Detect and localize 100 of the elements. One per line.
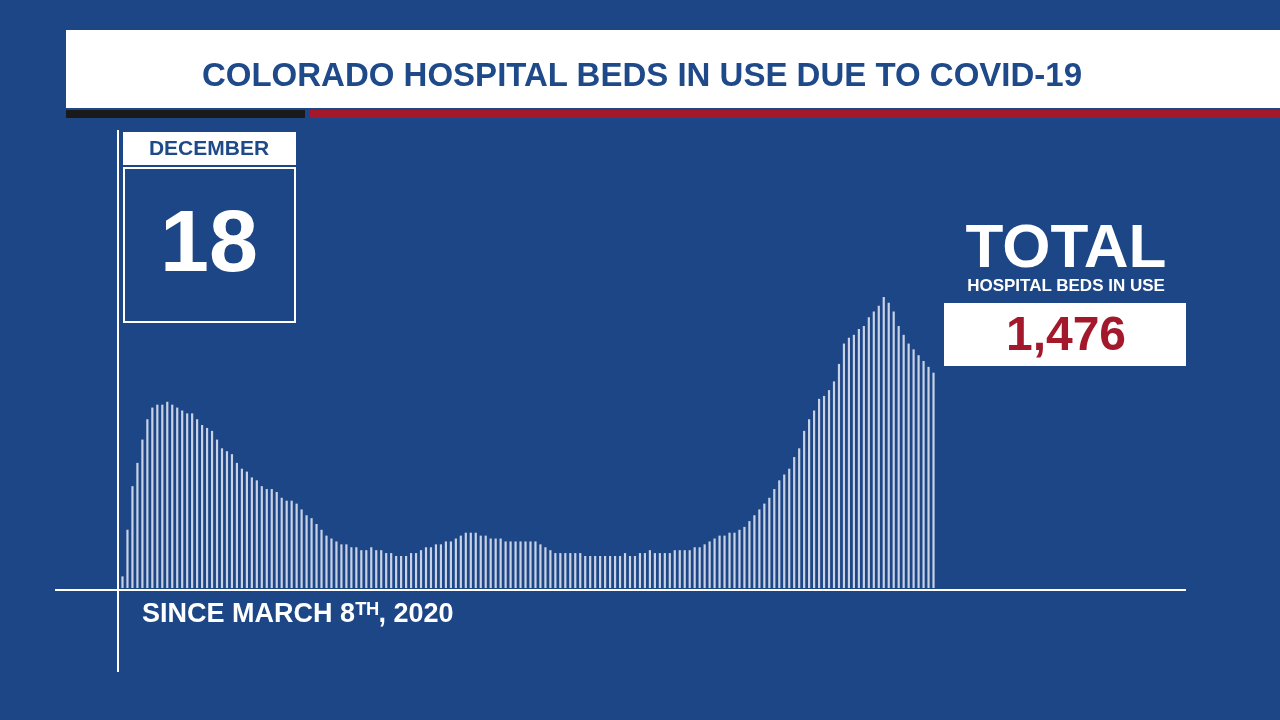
bar <box>320 529 323 588</box>
bar <box>693 547 696 588</box>
bar <box>400 555 403 588</box>
bar <box>892 311 895 588</box>
bar <box>584 555 587 588</box>
bar <box>738 529 741 588</box>
bar <box>350 547 353 588</box>
bar <box>409 553 413 588</box>
bar <box>255 480 258 588</box>
bar <box>345 544 348 588</box>
bar <box>847 337 851 588</box>
bar <box>201 425 204 588</box>
bar <box>429 547 433 588</box>
bar <box>424 547 428 588</box>
bar <box>509 541 512 588</box>
bar <box>668 553 671 588</box>
bar <box>743 526 746 588</box>
bar <box>683 550 686 588</box>
bar <box>827 390 831 588</box>
bar <box>166 401 169 588</box>
bar <box>275 491 278 588</box>
text: 1,476 <box>1005 307 1127 360</box>
bar <box>618 555 622 588</box>
bar <box>285 500 288 588</box>
bar <box>340 544 343 588</box>
bar <box>141 439 144 588</box>
bar <box>330 538 333 588</box>
bar <box>748 521 751 588</box>
bar <box>370 547 373 588</box>
bar <box>803 430 806 588</box>
bar <box>315 523 318 588</box>
bar <box>613 555 617 588</box>
bar <box>181 410 184 588</box>
bar <box>240 468 243 588</box>
bar <box>245 471 248 588</box>
text: 18 <box>160 191 258 290</box>
bar <box>405 555 408 588</box>
bar <box>559 553 562 588</box>
bar <box>131 486 134 588</box>
bar <box>136 462 139 588</box>
bar <box>673 550 676 588</box>
bar <box>758 509 761 588</box>
bar <box>788 468 791 588</box>
bar <box>385 553 388 588</box>
bar <box>822 395 826 588</box>
bar <box>663 553 666 588</box>
bar <box>872 311 875 588</box>
bar <box>813 410 816 588</box>
bar <box>151 407 154 588</box>
bar <box>678 550 681 588</box>
bar <box>852 334 855 588</box>
bar <box>390 553 393 588</box>
bar <box>569 553 572 588</box>
bar <box>917 355 920 588</box>
bar <box>325 535 328 588</box>
bar <box>773 489 776 588</box>
bar <box>449 541 452 588</box>
bar <box>126 529 129 588</box>
bar <box>857 329 860 588</box>
bar <box>922 361 925 588</box>
bar <box>474 532 477 588</box>
bar <box>609 555 612 588</box>
bar <box>225 451 229 588</box>
bar <box>280 497 283 588</box>
bar <box>250 477 253 588</box>
bar <box>658 553 661 588</box>
bar <box>778 480 781 588</box>
bar <box>897 326 900 588</box>
bar <box>623 553 627 588</box>
bar <box>176 407 179 588</box>
bar <box>156 404 159 588</box>
bar <box>862 326 865 588</box>
bar <box>728 532 731 588</box>
bar <box>230 454 234 588</box>
bar <box>733 532 736 588</box>
bar <box>444 541 447 588</box>
bar <box>867 317 870 588</box>
bar <box>554 553 557 588</box>
bar <box>235 462 239 588</box>
bar <box>927 366 930 588</box>
bar <box>524 541 527 588</box>
bar <box>205 427 209 588</box>
bar <box>842 343 846 588</box>
bar <box>365 550 368 588</box>
bar <box>310 518 313 588</box>
bar <box>489 538 492 588</box>
bar <box>215 439 219 588</box>
bar <box>459 535 462 588</box>
bar <box>599 555 602 588</box>
bar <box>763 503 766 588</box>
bar <box>395 555 398 588</box>
bar <box>191 413 194 588</box>
bar <box>484 535 487 588</box>
bar <box>375 550 378 588</box>
bar <box>295 503 298 588</box>
bar <box>932 372 935 588</box>
bar <box>604 555 607 588</box>
text: DECEMBER <box>148 136 270 159</box>
bar <box>718 535 721 588</box>
bar <box>171 404 174 588</box>
